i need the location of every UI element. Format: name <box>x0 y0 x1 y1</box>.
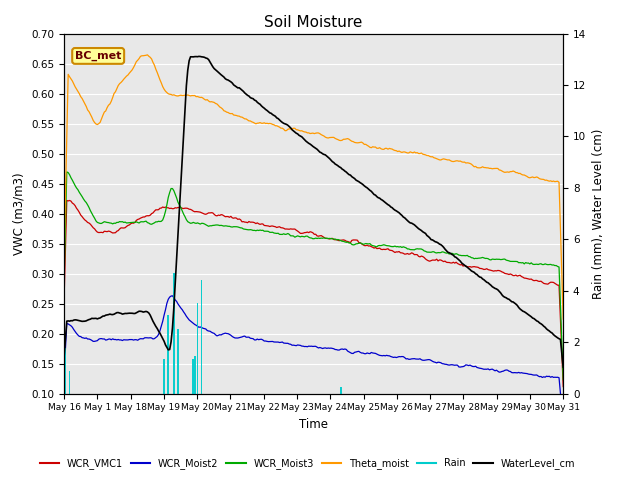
Bar <box>168 315 169 394</box>
Bar <box>173 274 175 394</box>
Bar <box>196 303 198 394</box>
Text: BC_met: BC_met <box>75 51 122 61</box>
Y-axis label: Rain (mm), Water Level (cm): Rain (mm), Water Level (cm) <box>592 129 605 299</box>
Legend: WCR_VMC1, WCR_Moist2, WCR_Moist3, Theta_moist, Rain, WaterLevel_cm: WCR_VMC1, WCR_Moist2, WCR_Moist3, Theta_… <box>36 454 579 473</box>
Bar <box>201 280 202 394</box>
Bar <box>194 356 196 394</box>
Title: Soil Moisture: Soil Moisture <box>264 15 363 30</box>
X-axis label: Time: Time <box>299 418 328 431</box>
Bar <box>163 359 165 394</box>
Bar <box>340 387 342 394</box>
Bar <box>65 348 66 394</box>
Bar <box>177 329 179 394</box>
Y-axis label: VWC (m3/m3): VWC (m3/m3) <box>13 172 26 255</box>
Bar <box>68 371 70 394</box>
Bar <box>193 359 194 394</box>
